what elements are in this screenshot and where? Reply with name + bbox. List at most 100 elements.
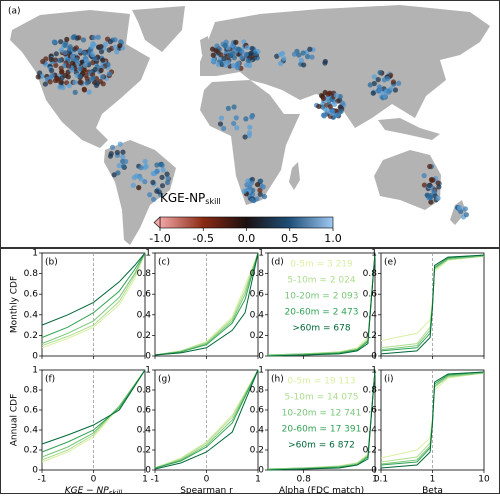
gauge-dot xyxy=(421,182,428,188)
gauge-dot xyxy=(421,173,427,179)
gauge-dot xyxy=(371,80,377,87)
gauge-dot xyxy=(77,66,84,72)
x-tick-label: 0 xyxy=(91,475,97,485)
gauge-dot xyxy=(322,60,328,66)
gauge-dot xyxy=(252,50,258,56)
y-tick-label: 0 xyxy=(145,466,151,476)
y-tick-label: 0.2 xyxy=(137,446,151,456)
gauge-dot xyxy=(40,58,46,65)
gauge-dot xyxy=(233,39,239,45)
gauge-dot xyxy=(59,75,65,81)
gauge-dot xyxy=(109,144,116,150)
gauge-dot xyxy=(164,179,171,186)
gauge-dot xyxy=(257,187,263,193)
gauge-dot xyxy=(82,62,88,68)
gauge-dot xyxy=(160,167,166,173)
gauge-dot xyxy=(367,82,373,88)
gauge-dot xyxy=(151,196,157,202)
y-tick-label: 0.6 xyxy=(24,406,39,416)
gauge-dot xyxy=(73,45,79,51)
gauge-dot xyxy=(390,79,397,85)
gauge-dot xyxy=(245,57,251,64)
y-tick-label: 0.6 xyxy=(363,406,378,416)
y-axis-label: Monthly CDF xyxy=(10,276,20,333)
legend-entry: 0-5m = 3 219 xyxy=(290,260,353,270)
gauge-dot xyxy=(431,188,437,194)
colorbar-tick-label: -1.0 xyxy=(149,232,170,245)
gauge-dot xyxy=(142,158,148,165)
gauge-dot xyxy=(300,50,306,56)
x-tick-label: 1 xyxy=(255,475,261,485)
gauge-dot xyxy=(385,76,391,82)
x-tick-label: 1 xyxy=(430,475,436,485)
gauge-dot xyxy=(426,182,432,188)
y-tick-label: 0 xyxy=(371,352,377,362)
y-tick-label: 0 xyxy=(258,352,264,362)
y-tick-label: 0.2 xyxy=(250,331,264,341)
cdf-line xyxy=(380,254,485,355)
gauge-dot xyxy=(154,162,160,168)
colorbar-extend xyxy=(153,216,161,229)
x-axis-label-main: Spearman r xyxy=(180,486,233,495)
gauge-dot xyxy=(327,104,333,110)
y-tick-label: 0.4 xyxy=(24,310,39,320)
x-tick-label: 1 xyxy=(142,475,148,485)
gauge-dot xyxy=(210,57,216,63)
gauge-dot xyxy=(210,52,216,58)
panel-label: (a) xyxy=(8,7,21,17)
gauge-dot xyxy=(330,108,336,114)
x-tick-label: 0.8 xyxy=(297,475,312,485)
gauge-dot xyxy=(340,100,346,107)
gauge-dot xyxy=(53,51,59,57)
gauge-dot xyxy=(84,76,90,82)
gauge-dot xyxy=(375,77,381,83)
gauge-dot xyxy=(90,52,96,58)
gauge-dot xyxy=(106,71,112,77)
gauge-dot xyxy=(114,49,120,55)
cdf-line xyxy=(154,252,259,356)
gauge-dot xyxy=(281,56,287,62)
gauge-dot xyxy=(49,67,55,74)
gauge-dot xyxy=(55,77,61,83)
gauge-dot xyxy=(58,65,64,71)
gauge-dot xyxy=(47,79,53,85)
gauge-dot xyxy=(462,206,468,212)
colorbar-title: KGE-NPskill xyxy=(160,191,221,206)
gauge-dot xyxy=(136,185,142,191)
gauge-dot xyxy=(105,61,111,68)
gauge-dot xyxy=(64,36,70,42)
gauge-dot xyxy=(371,74,377,80)
y-tick-label: 0.8 xyxy=(363,269,378,279)
cdf-line xyxy=(267,252,376,357)
gauge-dot xyxy=(90,75,96,81)
gauge-dot xyxy=(247,184,253,190)
y-tick-label: 0.2 xyxy=(137,331,151,341)
y-tick-label: 0.4 xyxy=(363,310,378,320)
gauge-dot xyxy=(98,43,104,50)
y-tick-label: 0 xyxy=(32,352,38,362)
gauge-dot xyxy=(243,116,249,122)
gauge-dot xyxy=(158,161,164,168)
gauge-dot xyxy=(428,199,434,205)
y-tick-label: 0.6 xyxy=(250,406,265,416)
cdf-line xyxy=(154,369,259,470)
y-tick-label: 0.2 xyxy=(363,331,377,341)
gauge-dot xyxy=(116,163,122,169)
gauge-dot xyxy=(164,171,170,177)
y-tick-label: 0.8 xyxy=(24,386,39,396)
gauge-dot xyxy=(67,44,73,50)
x-axis-label-main: KGE − NP xyxy=(65,486,110,495)
legend-entry: >60m = 678 xyxy=(292,324,350,334)
y-tick-label: 0.8 xyxy=(24,269,39,279)
cdf-line xyxy=(154,252,259,356)
gauge-dot xyxy=(392,87,399,93)
gauge-dot xyxy=(231,104,237,110)
gauge-dot xyxy=(72,89,78,95)
gauge-dot xyxy=(436,184,442,190)
gauge-dot xyxy=(91,34,97,41)
y-tick-label: 0.4 xyxy=(250,426,265,436)
gauge-dot xyxy=(102,41,109,47)
x-tick-label: 0.1 xyxy=(374,475,388,485)
y-tick-label: 0.8 xyxy=(137,386,152,396)
x-axis-label-main: Alpha (FDC match) xyxy=(279,486,364,495)
